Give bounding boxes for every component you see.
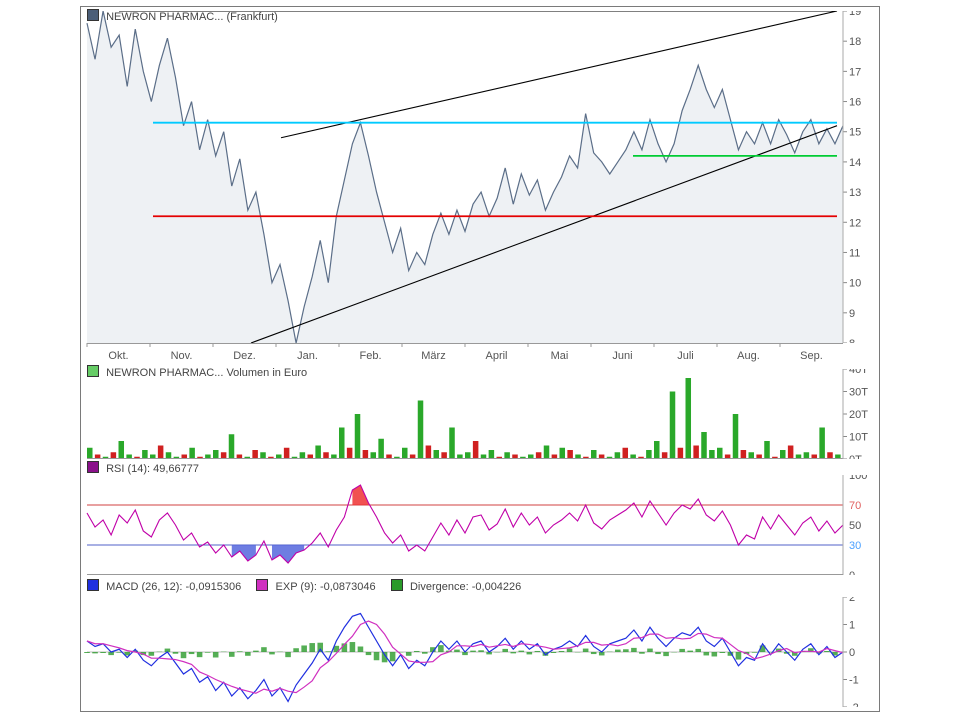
- svg-text:0: 0: [849, 570, 855, 575]
- svg-text:10T: 10T: [849, 432, 868, 444]
- svg-text:Sep.: Sep.: [800, 350, 823, 362]
- div-swatch: [391, 579, 403, 591]
- svg-text:16: 16: [849, 97, 861, 109]
- svg-text:13: 13: [849, 187, 861, 199]
- svg-text:12: 12: [849, 217, 861, 229]
- volume-chart: 0T 10T 20T 30T 40T: [81, 369, 881, 459]
- exp-label: EXP (9): -0,0873046: [276, 581, 376, 593]
- svg-text:40T: 40T: [849, 369, 868, 376]
- svg-text:17: 17: [849, 66, 861, 78]
- svg-text:-1: -1: [849, 675, 859, 687]
- price-chart: 8910111213141516171819: [81, 11, 881, 343]
- svg-text:10: 10: [849, 278, 861, 290]
- svg-text:70: 70: [849, 500, 861, 512]
- macd-label: MACD (26, 12): -0,0915306: [106, 581, 241, 593]
- svg-text:0: 0: [849, 647, 855, 659]
- svg-text:2: 2: [849, 597, 855, 604]
- svg-text:1: 1: [849, 620, 855, 632]
- svg-text:19: 19: [849, 11, 861, 18]
- svg-text:Nov.: Nov.: [171, 350, 193, 362]
- svg-text:Aug.: Aug.: [737, 350, 760, 362]
- svg-text:Mai: Mai: [551, 350, 569, 362]
- svg-text:Okt.: Okt.: [108, 350, 128, 362]
- svg-text:30: 30: [849, 540, 861, 552]
- svg-text:Dez.: Dez.: [233, 350, 256, 362]
- svg-text:Jan.: Jan.: [297, 350, 318, 362]
- svg-text:50: 50: [849, 520, 861, 532]
- svg-text:9: 9: [849, 308, 855, 320]
- svg-text:0T: 0T: [849, 454, 862, 459]
- svg-text:Juli: Juli: [677, 350, 694, 362]
- svg-text:14: 14: [849, 157, 861, 169]
- svg-text:-2: -2: [849, 702, 859, 707]
- svg-text:11: 11: [849, 247, 860, 259]
- rsi-swatch: [87, 461, 99, 473]
- svg-text:Juni: Juni: [612, 350, 632, 362]
- date-axis: Okt. Nov. Dez. Jan. Feb. März April Mai Juni Juli…: [81, 343, 881, 369]
- svg-text:30T: 30T: [849, 387, 868, 399]
- svg-text:Feb.: Feb.: [359, 350, 381, 362]
- div-label: Divergence: -0,004226: [410, 581, 521, 593]
- svg-text:April: April: [485, 350, 507, 362]
- svg-text:März: März: [421, 350, 445, 362]
- rsi-legend: RSI (14): 49,66777: [87, 461, 199, 475]
- rsi-chart: 0 50 100 70 30: [81, 475, 881, 575]
- macd-chart: -2 -1 0 1 2: [81, 597, 881, 707]
- svg-text:15: 15: [849, 127, 861, 139]
- exp-swatch: [256, 579, 268, 591]
- macd-legend: MACD (26, 12): -0,0915306 EXP (9): -0,08…: [87, 579, 521, 593]
- svg-text:100: 100: [849, 475, 867, 482]
- svg-text:20T: 20T: [849, 409, 868, 421]
- svg-text:18: 18: [849, 36, 861, 48]
- rsi-title: RSI (14): 49,66777: [106, 463, 199, 475]
- macd-swatch: [87, 579, 99, 591]
